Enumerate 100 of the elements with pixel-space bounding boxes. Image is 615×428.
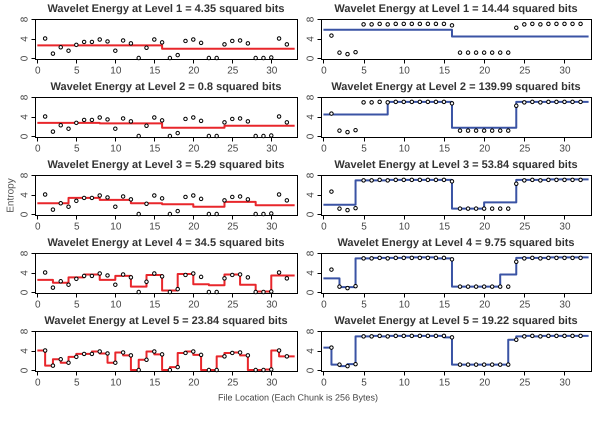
point <box>369 178 374 183</box>
y-tick-label: 4 <box>306 192 316 198</box>
point <box>82 196 86 200</box>
point <box>120 272 126 277</box>
x-tick-label: 30 <box>266 300 278 310</box>
point <box>377 178 382 182</box>
y-tick-label: 0 <box>20 289 30 296</box>
point <box>113 282 118 287</box>
x-tick-label: 20 <box>188 300 200 310</box>
point <box>522 256 527 261</box>
point <box>284 354 290 359</box>
point <box>105 195 110 200</box>
point <box>42 348 48 353</box>
point <box>113 204 118 209</box>
point <box>238 194 242 199</box>
y-tick-label: 8 <box>306 172 316 178</box>
y-tick-label: 8 <box>306 328 316 334</box>
point <box>276 114 282 119</box>
point <box>538 178 543 183</box>
y-tick-label: 0 <box>306 367 316 374</box>
point <box>284 120 290 125</box>
x-tick-label: 0 <box>35 378 42 388</box>
point <box>144 124 149 128</box>
point <box>546 256 551 260</box>
point <box>410 334 414 338</box>
point <box>369 22 374 27</box>
point <box>214 290 219 294</box>
point <box>261 56 266 60</box>
point <box>337 284 342 289</box>
point <box>426 22 430 26</box>
point <box>183 116 188 122</box>
point <box>97 193 102 198</box>
point <box>206 290 212 294</box>
x-tick-label: 25 <box>519 222 531 232</box>
point <box>466 362 470 367</box>
x-tick-label: 0 <box>321 378 328 388</box>
point <box>82 40 86 44</box>
point <box>474 128 478 133</box>
chart-title: Wavelet Energy at Level 2 = 139.99 squared bits <box>331 81 581 94</box>
point <box>74 198 79 204</box>
y-tick-label: 4 <box>20 114 30 120</box>
x-tick-label: 15 <box>438 378 450 388</box>
point <box>402 100 406 104</box>
point <box>345 364 350 368</box>
x-tick-label: 15 <box>149 222 161 232</box>
point <box>482 128 486 133</box>
point <box>562 22 567 26</box>
point <box>128 119 134 124</box>
point <box>554 256 559 260</box>
x-tick-label: 25 <box>227 300 239 310</box>
x-tick-label: 5 <box>74 300 80 310</box>
point <box>120 116 126 121</box>
point <box>490 284 494 289</box>
y-tick-label: 4 <box>306 348 316 354</box>
point <box>562 178 567 182</box>
point <box>394 178 398 182</box>
x-tick-label: 20 <box>479 222 491 232</box>
point <box>546 100 551 104</box>
point <box>353 362 358 366</box>
x-tick-label: 30 <box>266 378 278 388</box>
point <box>168 56 172 60</box>
x-tick-label: 5 <box>361 144 368 154</box>
point <box>546 334 551 338</box>
point <box>418 256 422 260</box>
point <box>450 335 454 340</box>
point <box>74 276 79 282</box>
point <box>58 357 63 362</box>
point <box>458 206 462 211</box>
point <box>261 290 266 294</box>
point <box>329 111 334 116</box>
point <box>175 286 180 292</box>
point <box>246 119 250 124</box>
point <box>198 196 204 202</box>
point <box>474 206 478 211</box>
point <box>506 362 510 367</box>
point <box>434 334 438 338</box>
point <box>74 42 79 48</box>
y-tick-label: 4 <box>306 114 316 120</box>
point <box>426 256 430 260</box>
point <box>90 40 94 44</box>
chart-title: Wavelet Energy at Level 5 = 23.84 squared bits <box>44 315 288 328</box>
point <box>253 368 258 372</box>
chart-title: Wavelet Energy at Level 3 = 5.29 squared bits <box>47 159 285 172</box>
point <box>66 126 71 131</box>
x-tick-label: 15 <box>149 66 161 76</box>
point <box>361 22 366 27</box>
x-tick-label: 25 <box>519 144 531 154</box>
point <box>578 178 583 182</box>
y-tick-label: 4 <box>20 270 30 276</box>
point <box>410 256 414 260</box>
x-tick-label: 30 <box>266 222 278 232</box>
y-tick-label: 8 <box>20 172 30 178</box>
x-tick-label: 0 <box>35 144 42 154</box>
x-tick-label: 15 <box>149 300 161 310</box>
x-tick-label: 5 <box>74 222 80 232</box>
x-tick-label: 10 <box>398 222 410 232</box>
point <box>113 48 118 53</box>
point <box>230 116 235 122</box>
x-tick-label: 20 <box>479 66 491 76</box>
point <box>175 130 180 136</box>
